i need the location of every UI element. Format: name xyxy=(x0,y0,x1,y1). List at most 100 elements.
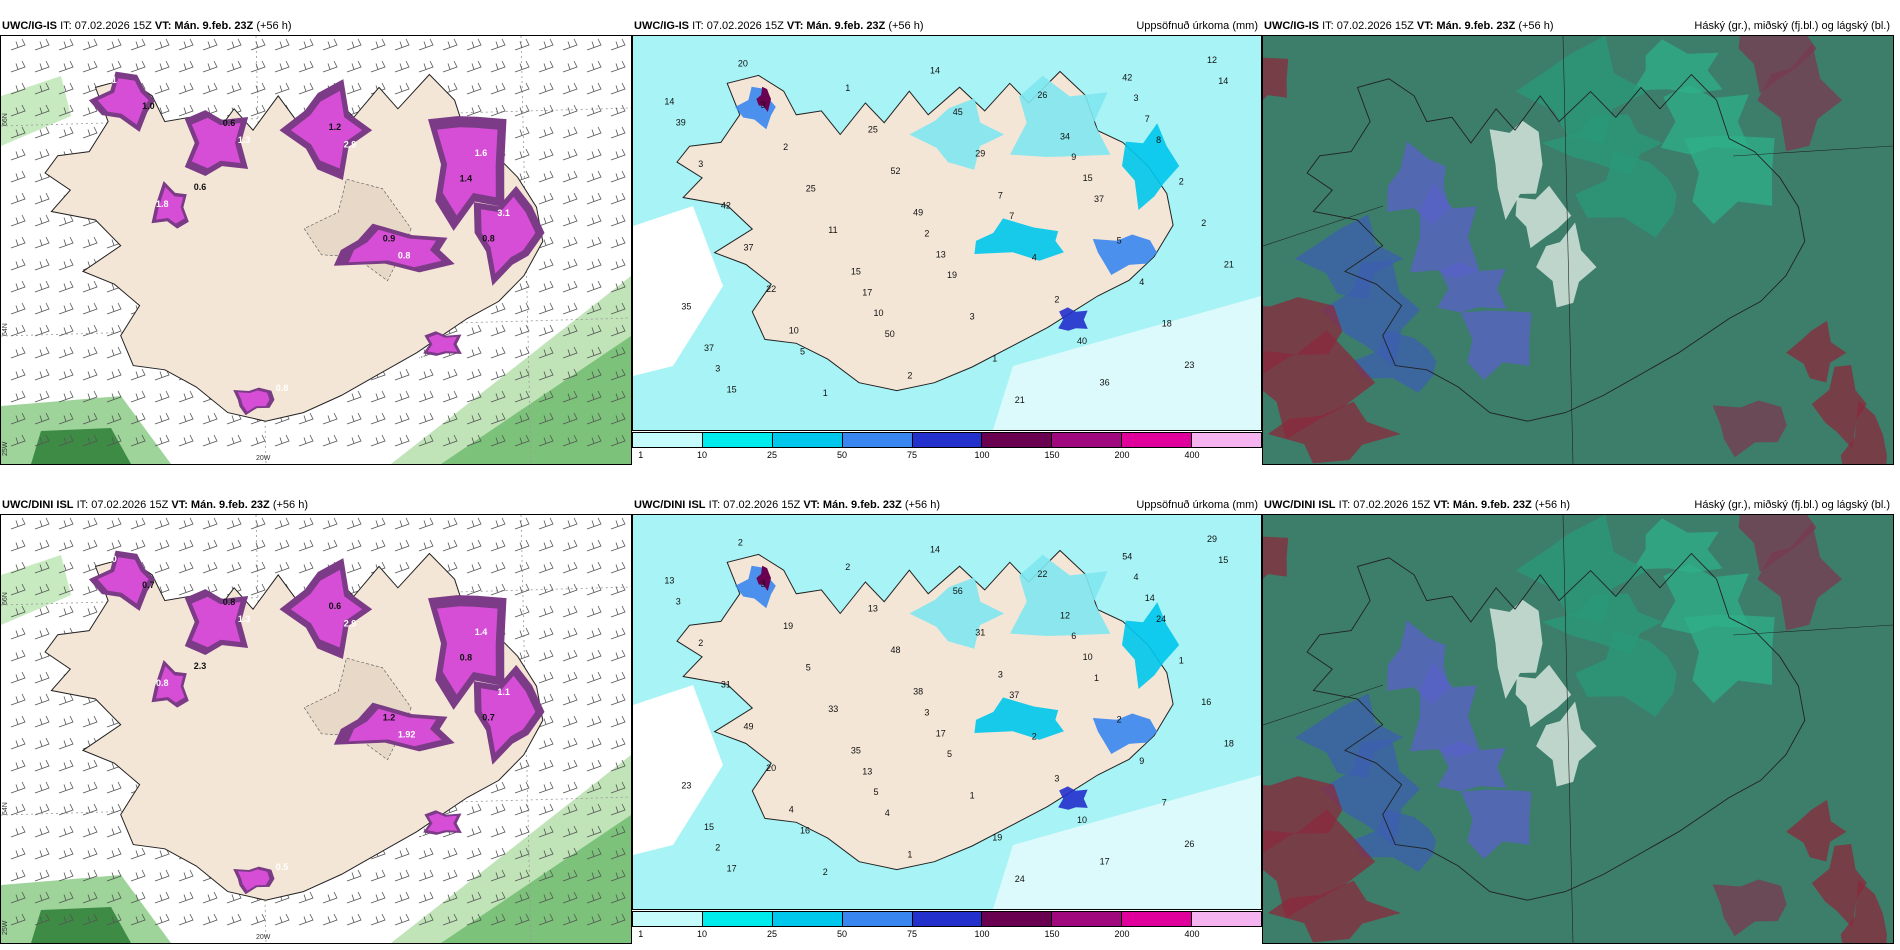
wind-barb xyxy=(466,913,482,926)
precip-map[interactable]: 14 10 15 15 13 7 10 7 12 15 34 37 49 42 22 29 23 11 26 35 52… xyxy=(632,35,1262,431)
wind-barb xyxy=(82,280,98,293)
wind-barb xyxy=(178,104,194,117)
wind-barb xyxy=(514,302,530,315)
precip-max-area xyxy=(756,86,771,112)
wind-barb xyxy=(58,913,74,926)
precip-value-label: 16 xyxy=(800,825,810,835)
cloud-map[interactable] xyxy=(1262,35,1894,465)
wind-barb xyxy=(538,715,554,728)
wind-barb xyxy=(514,434,530,447)
wind-barb xyxy=(466,869,482,882)
cloud-layer-area xyxy=(1632,518,1723,573)
precip-value-label: 10 xyxy=(874,308,884,318)
cloud-layer-area xyxy=(1536,701,1597,787)
lead-time: (+56 h) xyxy=(272,499,309,511)
lon-axis-label: 20W xyxy=(256,934,271,941)
precip-value-label: 10 xyxy=(1083,652,1093,662)
wind-barb xyxy=(538,258,554,271)
wind-map[interactable]: 66N 64N 25W 20W 1.0 1.3 2.9 1.4 1.92 1.1 0.8 1.3 0.5… xyxy=(0,514,632,944)
wind-barb xyxy=(538,517,554,530)
precip-amount-label: 0.8 xyxy=(156,678,169,688)
wind-barb xyxy=(58,561,74,574)
precip-value-label: 2 xyxy=(1179,177,1184,187)
wind-barb xyxy=(82,236,98,249)
wind-barb xyxy=(250,60,266,73)
wind-barb xyxy=(82,913,98,926)
wind-barb xyxy=(106,781,122,794)
wind-barb xyxy=(514,82,530,95)
wind-barb xyxy=(58,412,74,425)
wind-map[interactable]: 66N 64N 25W 20W 0.1 1.3 2.9 1.6 0.8 3.1 1.8 0.9 0.8 1… xyxy=(0,35,632,465)
wind-barb xyxy=(10,148,26,161)
precip-value-label: 19 xyxy=(992,832,1002,842)
wind-barb xyxy=(586,38,602,51)
wind-barb xyxy=(514,781,530,794)
colorbar-tick-label: 200 xyxy=(1114,450,1130,460)
wind-barb xyxy=(538,825,554,838)
wind-barb xyxy=(442,913,458,926)
wind-barb xyxy=(34,825,50,838)
cloud-layer-area xyxy=(1757,522,1843,631)
wind-barb xyxy=(466,60,482,73)
wind-barb xyxy=(346,412,362,425)
precip-value-label: 25 xyxy=(806,183,816,193)
wind-barb xyxy=(490,803,506,816)
wind-barb xyxy=(10,434,26,447)
wind-barb xyxy=(34,390,50,403)
wind-barb xyxy=(538,412,554,425)
precip-value-label: 49 xyxy=(744,721,754,731)
wind-barb xyxy=(202,561,218,574)
colorbar-tick-label: 75 xyxy=(906,929,917,939)
wind-barb xyxy=(610,847,626,860)
wind-barb xyxy=(514,346,530,359)
no-precip-area xyxy=(633,206,723,376)
wind-barb xyxy=(346,539,362,552)
precip-map[interactable]: 13 5 10 17 17 14 4 3 29 35 12 15 38 54 20 31 26 33 22 23 48 1… xyxy=(632,514,1262,910)
wind-barb xyxy=(82,60,98,73)
precip-amount-label: 0.8 xyxy=(398,251,411,261)
precip-value-label: 50 xyxy=(885,329,895,339)
cloud-map[interactable] xyxy=(1262,514,1894,944)
wind-barb xyxy=(490,434,506,447)
precip-amount-label: 0.6 xyxy=(194,182,207,192)
wind-barb xyxy=(370,60,386,73)
wind-barb xyxy=(562,368,578,381)
wind-barb xyxy=(490,539,506,552)
precip-value-label: 5 xyxy=(800,346,805,356)
wind-barb xyxy=(418,434,434,447)
wind-barb xyxy=(10,671,26,684)
snow-area xyxy=(290,569,363,648)
precip-value-label: 2 xyxy=(1201,218,1206,228)
init-time: IT: 07.02.2026 15Z xyxy=(60,20,152,32)
precip-amount-label: 0.6 xyxy=(223,118,236,128)
precip-value-label: 18 xyxy=(1224,739,1234,749)
precip-value-label: 17 xyxy=(862,287,872,297)
cloud-layer-area xyxy=(1575,630,1677,717)
wind-barb xyxy=(442,561,458,574)
wind-barb xyxy=(154,390,170,403)
wind-barb xyxy=(10,715,26,728)
wind-barb xyxy=(130,434,146,447)
snow-area xyxy=(427,813,458,833)
wind-barb xyxy=(178,82,194,95)
wind-barb xyxy=(106,891,122,904)
wind-barb xyxy=(562,302,578,315)
lead-time: (+56 h) xyxy=(888,20,924,32)
wind-barb xyxy=(466,517,482,530)
precip-value-label: 14 xyxy=(930,66,940,76)
precip-amount-label: 3.1 xyxy=(497,208,510,218)
wind-barb xyxy=(226,60,242,73)
precip-value-label: 6 xyxy=(1071,631,1076,641)
precip-max-area xyxy=(756,565,771,591)
snow-area xyxy=(481,196,536,274)
precip-area xyxy=(1092,713,1158,754)
wind-barb xyxy=(130,368,146,381)
wind-barb xyxy=(562,104,578,117)
precip-value-label: 16 xyxy=(1201,697,1211,707)
wind-barb xyxy=(490,781,506,794)
wind-barb xyxy=(154,412,170,425)
wind-barb xyxy=(490,82,506,95)
wind-barb xyxy=(466,324,482,337)
wind-barb xyxy=(562,869,578,882)
wind-barb xyxy=(298,434,314,447)
